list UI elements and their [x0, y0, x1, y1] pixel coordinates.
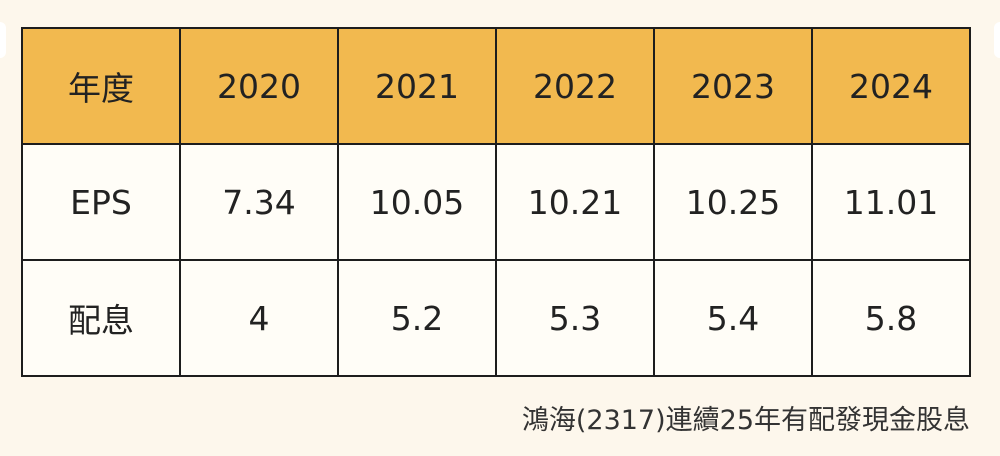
table-cell: 7.34 [179, 143, 339, 261]
header-cell: 2021 [337, 27, 497, 145]
table-cell: 5.8 [811, 259, 971, 377]
left-edge-decoration [0, 22, 6, 58]
header-cell: 2020 [179, 27, 339, 145]
table-row-dividend: 配息 4 5.2 5.3 5.4 5.8 [21, 259, 971, 377]
right-edge-decoration [994, 22, 1000, 58]
table-cell: 10.21 [495, 143, 655, 261]
row-label-dividend: 配息 [21, 259, 181, 377]
header-cell: 2022 [495, 27, 655, 145]
table-cell: 5.3 [495, 259, 655, 377]
header-cell: 2023 [653, 27, 813, 145]
header-cell: 2024 [811, 27, 971, 145]
eps-dividend-table: 年度 2020 2021 2022 2023 2024 EPS 7.34 10.… [21, 27, 971, 377]
table-cell: 11.01 [811, 143, 971, 261]
row-label-eps: EPS [21, 143, 181, 261]
table-cell: 5.4 [653, 259, 813, 377]
table-row-eps: EPS 7.34 10.05 10.21 10.25 11.01 [21, 143, 971, 261]
header-cell-year-label: 年度 [21, 27, 181, 145]
table-cell: 4 [179, 259, 339, 377]
table-cell: 10.05 [337, 143, 497, 261]
table-cell: 5.2 [337, 259, 497, 377]
table-cell: 10.25 [653, 143, 813, 261]
table-caption: 鴻海(2317)連續25年有配發現金股息 [521, 405, 970, 436]
table-header-row: 年度 2020 2021 2022 2023 2024 [21, 27, 971, 145]
